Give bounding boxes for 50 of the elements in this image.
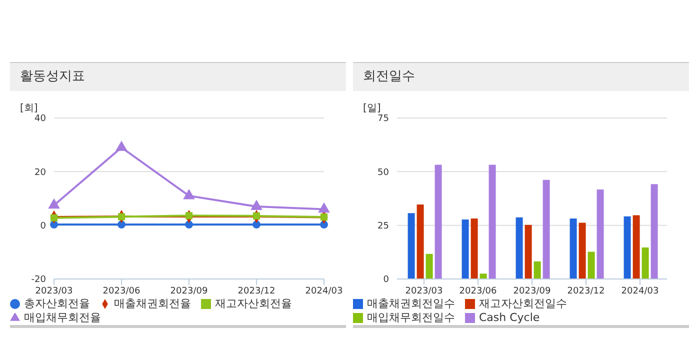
y-tick-label: 0: [383, 275, 390, 286]
x-tick-label: 2023/06: [102, 286, 140, 296]
x-tick-label: 2023/03: [405, 286, 443, 296]
bar: [462, 220, 469, 279]
bar: [570, 218, 577, 279]
bar: [534, 261, 541, 279]
bar: [408, 213, 415, 279]
y-tick-label: 0: [40, 222, 46, 232]
bar: [542, 180, 550, 279]
legend-label: 총자산회전율: [24, 297, 90, 310]
y-tick-label: 25: [378, 222, 389, 232]
x-tick-label: 2023/09: [513, 286, 551, 296]
x-tick-label: 2024/03: [621, 286, 659, 296]
legend-label: 매출채권회전율: [114, 297, 191, 310]
bar: [470, 218, 478, 279]
bar: [488, 164, 496, 279]
y-axis-title: [일]: [362, 102, 382, 114]
bar: [480, 274, 487, 279]
y-tick-label: -20: [31, 275, 46, 286]
bar: [588, 252, 595, 279]
legend-label: 재고자산회전일수: [479, 297, 567, 310]
y-tick-label: 75: [378, 114, 389, 124]
bar: [578, 222, 586, 279]
legend-label: 매출채권회전일수: [367, 297, 455, 310]
bar: [642, 247, 649, 279]
x-tick-label: 2023/03: [35, 286, 73, 296]
y-tick-label: 20: [34, 168, 46, 178]
bar: [596, 189, 604, 279]
y-tick-label: 40: [34, 114, 46, 124]
bar: [624, 216, 631, 279]
y-axis-title: [회]: [19, 102, 39, 114]
legend-label: Cash Cycle: [479, 311, 540, 324]
x-tick-label: 2023/06: [459, 286, 497, 296]
bar: [650, 184, 658, 279]
chart-title: 활동성지표: [10, 63, 346, 91]
x-tick-label: 2024/03: [305, 286, 343, 296]
bar: [524, 224, 532, 279]
x-tick-label: 2023/09: [170, 286, 208, 296]
legend-label: 재고자산회전율: [215, 297, 292, 310]
legend-label: 매입채무회전율: [24, 311, 101, 324]
legend-label: 매입채무회전일수: [367, 311, 455, 324]
y-tick-label: 50: [378, 168, 390, 178]
bar: [632, 215, 640, 279]
bar: [416, 204, 424, 279]
bar: [434, 164, 442, 279]
x-tick-label: 2023/12: [238, 286, 276, 296]
bar: [426, 254, 433, 279]
x-tick-label: 2023/12: [567, 286, 605, 296]
bar: [516, 217, 523, 279]
chart-title: 회전일수: [353, 63, 689, 91]
